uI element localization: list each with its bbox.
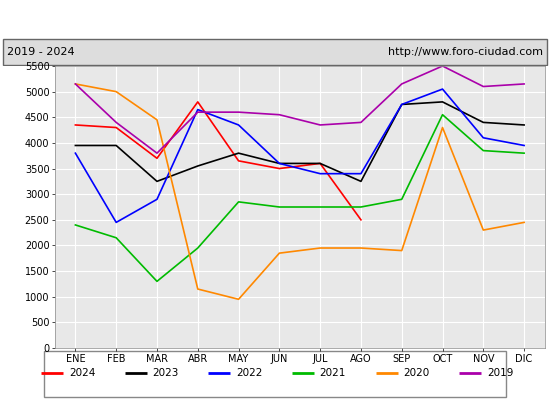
Text: 2022: 2022: [236, 368, 262, 378]
Text: Evolucion Nº Turistas Nacionales en el municipio de Tomares: Evolucion Nº Turistas Nacionales en el m…: [65, 12, 485, 26]
Text: 2023: 2023: [152, 368, 179, 378]
Text: 2024: 2024: [69, 368, 95, 378]
Text: 2019 - 2024: 2019 - 2024: [7, 47, 74, 57]
FancyBboxPatch shape: [44, 350, 506, 398]
FancyBboxPatch shape: [3, 39, 547, 65]
Text: 2021: 2021: [320, 368, 346, 378]
Text: 2019: 2019: [487, 368, 513, 378]
Text: http://www.foro-ciudad.com: http://www.foro-ciudad.com: [388, 47, 543, 57]
Text: 2020: 2020: [403, 368, 430, 378]
